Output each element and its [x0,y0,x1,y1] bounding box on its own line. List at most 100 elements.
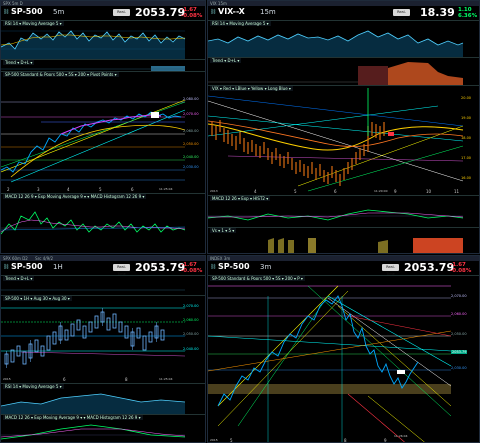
timeframe-label[interactable]: 15m [260,8,276,16]
x-tick: 11 [454,189,460,194]
x-tick: 6 [334,189,337,194]
price-change: -1.67 -0.08% [181,7,202,19]
price-pane-label: SP-500 ▾ 1H ▾ Aug 30 ▾ Aug 30 ▾ [3,296,72,301]
vix-price-chart [208,88,464,192]
volume-chart [268,238,463,253]
y-tick: 20.00 [461,96,472,100]
x-axis: 2 3 4 5 6 11:25:04 [1,187,185,193]
macd-label: MACD 12 26 ▾ Exp Moving Average 9 ▾ ▾ MA… [3,415,143,420]
change-value: -1.67 [181,262,197,268]
macd-chart [1,211,186,235]
chart-panel-vix-15m[interactable]: VIX 15m ⛓ VIX--X 15m Real-Time 18.39 1.1… [207,0,480,254]
time-tick: 11:26:04 [394,434,408,438]
x-tick: 5 [99,187,102,192]
macd-pane[interactable]: MACD 12 26 9 ▾ Exp Moving Average 9 ▾ ▾ … [1,193,205,253]
rsi-chart [1,393,186,415]
x-tick: 2 [7,187,10,192]
panel-title-bar[interactable]: VIX 15m [208,1,479,6]
x-axis: 2015 6 8 11:25:04 [1,377,185,383]
change-percent: 6.36% [458,13,478,19]
time-tick: 11:25:04 [159,377,173,381]
rsi-pane[interactable]: RSI 14 ▾ Moving Average 5 ▾ [1,383,205,415]
chart-panel-spx-1h[interactable]: SPX 60m D2 Src 4/9/2 ⛓ SP-500 1H Real-Ti… [0,255,206,443]
realtime-button[interactable]: Real-Time [113,9,130,21]
price-chart-3m [208,285,452,442]
trend-chart [1,289,185,291]
realtime-button[interactable]: Real-Time [382,264,399,276]
last-price: 2053.79 [404,261,455,274]
price-pane[interactable]: SP-500 Standard & Poors 500 ▾ 5S ▾ 200 ▾… [208,275,479,443]
price-pane[interactable]: SP-500 Standard & Poors 500 ▾ 5S ▾ 200 ▾… [1,71,205,193]
trend-pane[interactable]: Trend ▾ D+L ▾ [1,275,205,295]
chart-panel-spx-3m[interactable]: INDEX 3m ⛓ SP-500 3m Real-Time 2053.79 -… [207,255,480,443]
timeframe-label[interactable]: 5m [53,8,65,16]
price-pane-label: SP-500 Standard & Poors 500 ▾ 5S ▾ 200 ▾… [210,276,305,281]
price-change: -1.67 -0.08% [450,262,471,274]
price-axis: 20.00 19.00 18.00 17.00 16.00 [461,86,479,196]
x-tick: 2015 [210,438,218,442]
price-axis: 2,070.00 2,060.00 2,050.00 2,040.00 [183,304,199,351]
quote-header: ⛓ SP-500 1H Real-Time 2053.79 -1.67 -0.0… [1,261,205,276]
symbol-label[interactable]: VIX--X [218,7,245,16]
realtime-button[interactable]: Real-Time [393,9,410,21]
last-price: 18.39 [420,6,455,19]
x-tick: 9 [394,189,397,194]
panel-title: SPX 5m D [3,1,23,6]
symbol-label[interactable]: SP-500 [11,262,43,271]
y-tick: 18.00 [461,136,472,140]
chart-panel-spx-5m[interactable]: SPX 5m D ⛓ SP-500 5m Real-Time 2053.79 -… [0,0,206,254]
panel-title-extra: Src 4/9/2 [35,256,54,261]
y-tick: 2,070.00 [451,294,467,298]
price-chart-1h [1,307,186,368]
panel-title-bar[interactable]: INDEX 3m [208,256,479,261]
symbol-label[interactable]: SP-500 [218,262,250,271]
link-icon[interactable]: ⛓ [3,9,10,15]
link-icon[interactable]: ⛓ [210,9,217,15]
trend-label: Trend ▾ D+L ▾ [3,276,35,281]
price-chart [1,99,186,183]
y-tick: 2,050.00 [451,332,467,336]
volume-pane[interactable]: Vs ▾ 1 ▾ 5 ▾ [208,227,479,253]
macd-pane[interactable]: MACD 12 26 ▾ Exp ▾ HIST2 ▾ [208,195,479,227]
panel-title: SPX 60m D2 [3,256,28,261]
link-icon[interactable]: ⛓ [3,264,10,270]
rsi-chart [208,30,464,58]
link-icon[interactable]: ⛓ [210,264,217,270]
x-tick: 6 [131,187,134,192]
y-tick: 2,060.00 [451,312,467,316]
panel-title: INDEX 3m [210,256,231,261]
realtime-button[interactable]: Real-Time [113,264,130,276]
last-price: 2053.79 [135,6,186,19]
symbol-label[interactable]: SP-500 [11,7,43,16]
last-price: 2053.79 [135,261,186,274]
trend-pane[interactable]: Trend ▾ D+L ▾ [1,59,205,71]
panel-title-bar[interactable]: SPX 5m D [1,1,205,6]
x-tick: 6 [63,377,66,382]
x-tick: 8 [344,438,347,443]
timeframe-label[interactable]: 1H [53,263,63,271]
change-value: -1.67 [181,7,197,13]
trend-pane[interactable]: Trend ▾ D+L ▾ [208,57,479,86]
price-pane[interactable]: VIX ▾ Red ▾ LBlue ▾ Yellow ▾ Long Blue ▾ [208,85,479,195]
quote-header: ⛓ VIX--X 15m Real-Time 18.39 1.10 6.36% [208,6,479,21]
rsi-pane[interactable]: RSI 14 ▾ Moving Average 5 ▾ [1,20,205,60]
price-change: -1.67 -0.08% [181,262,202,274]
price-change: 1.10 6.36% [458,7,477,19]
x-tick: 3 [37,187,40,192]
rsi-label: RSI 14 ▾ Moving Average 5 ▾ [210,21,271,26]
y-tick: 2,030.00 [451,366,467,370]
y-tick: 17.00 [461,156,472,160]
price-pane[interactable]: SP-500 ▾ 1H ▾ Aug 30 ▾ Aug 30 ▾ [1,295,205,383]
x-tick: 4 [67,187,70,192]
timeframe-label[interactable]: 3m [260,263,272,271]
macd-pane[interactable]: MACD 12 26 ▾ Exp Moving Average 9 ▾ ▾ MA… [1,414,205,442]
macd-chart [208,209,464,221]
change-percent: -0.08% [450,268,472,274]
rsi-pane[interactable]: RSI 14 ▾ Moving Average 5 ▾ [208,20,479,58]
price-pane-label: VIX ▾ Red ▾ LBlue ▾ Yellow ▾ Long Blue ▾ [210,86,293,91]
x-axis: 2013 4 5 6 9 10 11 11:20:00 [208,189,463,195]
panel-title-bar[interactable]: SPX 60m D2 Src 4/9/2 [1,256,205,261]
x-tick: 8 [125,377,128,382]
macd-label: MACD 12 26 9 ▾ Exp Moving Average 9 ▾ ▾ … [3,194,147,199]
price-tag: 2053.79 [451,350,468,354]
